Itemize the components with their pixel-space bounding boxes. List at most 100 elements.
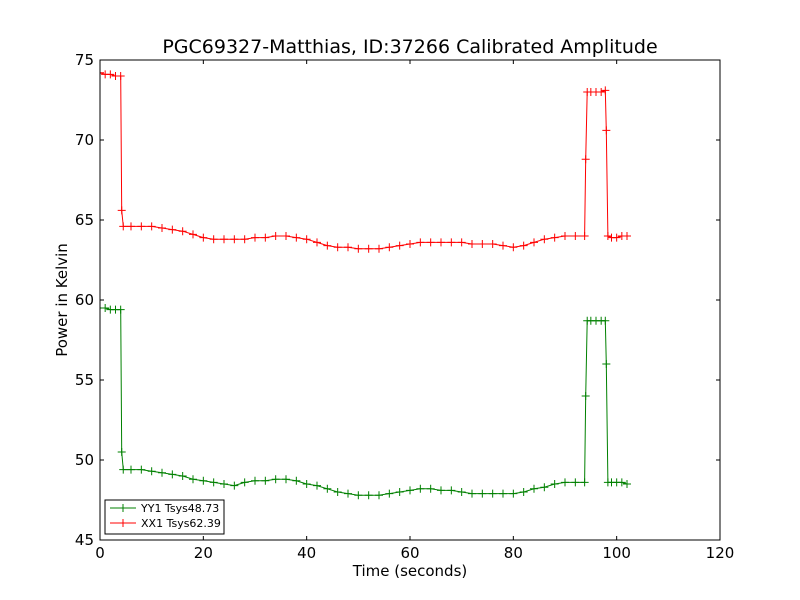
legend-marker — [119, 519, 127, 527]
data-point — [580, 232, 589, 240]
data-point — [617, 478, 626, 487]
data-point — [499, 241, 507, 250]
data-point — [302, 235, 311, 244]
data-point — [561, 478, 569, 487]
y-tick-label: 70 — [75, 131, 94, 149]
data-point — [571, 478, 580, 487]
ticks-layer: 0 20 40 60 80 100 120 45 50 55 60 65 70 75 — [75, 51, 734, 562]
x-axis-label: Time (seconds) — [352, 562, 468, 580]
data-point — [282, 232, 290, 240]
data-point — [478, 489, 487, 498]
data-point — [220, 480, 228, 488]
y-tick-label: 45 — [75, 531, 94, 549]
data-point — [137, 465, 146, 474]
data-point — [597, 88, 606, 96]
data-point — [426, 484, 435, 493]
data-point — [116, 305, 125, 314]
data-point — [271, 232, 280, 240]
data-point — [426, 238, 435, 247]
plot-area: 0 20 40 60 80 100 120 45 50 55 60 65 70 75 — [75, 51, 734, 562]
data-point — [601, 316, 610, 325]
data-point — [158, 224, 166, 232]
data-point — [209, 478, 218, 487]
data-point — [612, 233, 621, 242]
data-point — [437, 238, 445, 247]
data-point — [468, 240, 476, 248]
data-point — [158, 468, 166, 477]
y-axis-label: Power in Kelvin — [53, 243, 71, 357]
data-point — [519, 241, 528, 250]
chart-title: PGC69327-Matthias, ID:37266 Calibrated A… — [162, 36, 657, 58]
data-point — [302, 480, 311, 488]
y-tick-label: 65 — [75, 211, 94, 229]
data-point — [323, 241, 332, 250]
data-point — [199, 233, 208, 242]
data-point — [147, 467, 156, 476]
data-point — [189, 475, 197, 484]
data-point — [601, 86, 610, 95]
data-point — [623, 480, 631, 488]
x-tick-label: 120 — [706, 544, 735, 562]
data-point — [189, 230, 197, 239]
data-point — [119, 465, 128, 474]
data-point — [137, 222, 146, 231]
data-point — [292, 233, 301, 242]
data-point — [364, 244, 373, 253]
data-point — [447, 238, 456, 247]
data-point — [550, 480, 559, 488]
data-point — [406, 486, 414, 495]
data-point — [623, 232, 631, 240]
data-point — [220, 235, 228, 244]
x-tick-label: 100 — [602, 544, 631, 562]
data-point — [354, 244, 363, 253]
legend-label: YY1 Tsys48.73 — [140, 502, 219, 515]
data-point — [127, 222, 135, 231]
data-point — [499, 489, 507, 498]
data-point — [333, 243, 342, 252]
data-point — [385, 489, 394, 498]
series-layer — [100, 68, 631, 500]
data-point — [364, 491, 373, 500]
data-point — [168, 470, 177, 479]
series-0 — [100, 304, 631, 500]
data-point — [375, 491, 383, 500]
data-point — [100, 68, 104, 77]
series-1 — [100, 68, 631, 253]
data-point — [580, 478, 589, 487]
data-point — [406, 240, 414, 248]
x-tick-label: 60 — [400, 544, 419, 562]
data-point — [395, 488, 404, 496]
y-tick-label: 60 — [75, 291, 94, 309]
x-tick-label: 20 — [194, 544, 213, 562]
data-point — [375, 244, 383, 253]
data-point — [106, 70, 115, 79]
data-point — [230, 235, 239, 244]
data-point — [540, 483, 549, 492]
data-point — [178, 472, 187, 480]
y-tick-label: 50 — [75, 451, 94, 469]
data-point — [385, 243, 394, 252]
data-point — [323, 484, 332, 493]
data-point — [101, 304, 110, 312]
data-point — [344, 489, 352, 498]
data-point — [581, 155, 590, 164]
data-point — [240, 235, 249, 244]
legend-marker — [119, 504, 127, 512]
data-point — [603, 232, 612, 240]
data-point — [395, 241, 404, 250]
data-point — [602, 126, 611, 135]
data-point — [519, 488, 528, 496]
data-point — [540, 235, 549, 244]
data-point — [437, 486, 445, 495]
data-point — [416, 238, 425, 247]
data-point — [344, 243, 352, 252]
data-point — [251, 233, 259, 242]
legend: YY1 Tsys48.73 XX1 Tsys62.39 — [104, 499, 225, 535]
data-point — [261, 233, 270, 242]
data-point — [530, 238, 538, 247]
data-point — [313, 238, 321, 247]
data-point — [116, 72, 125, 80]
data-point — [457, 488, 466, 496]
data-point — [550, 233, 559, 242]
